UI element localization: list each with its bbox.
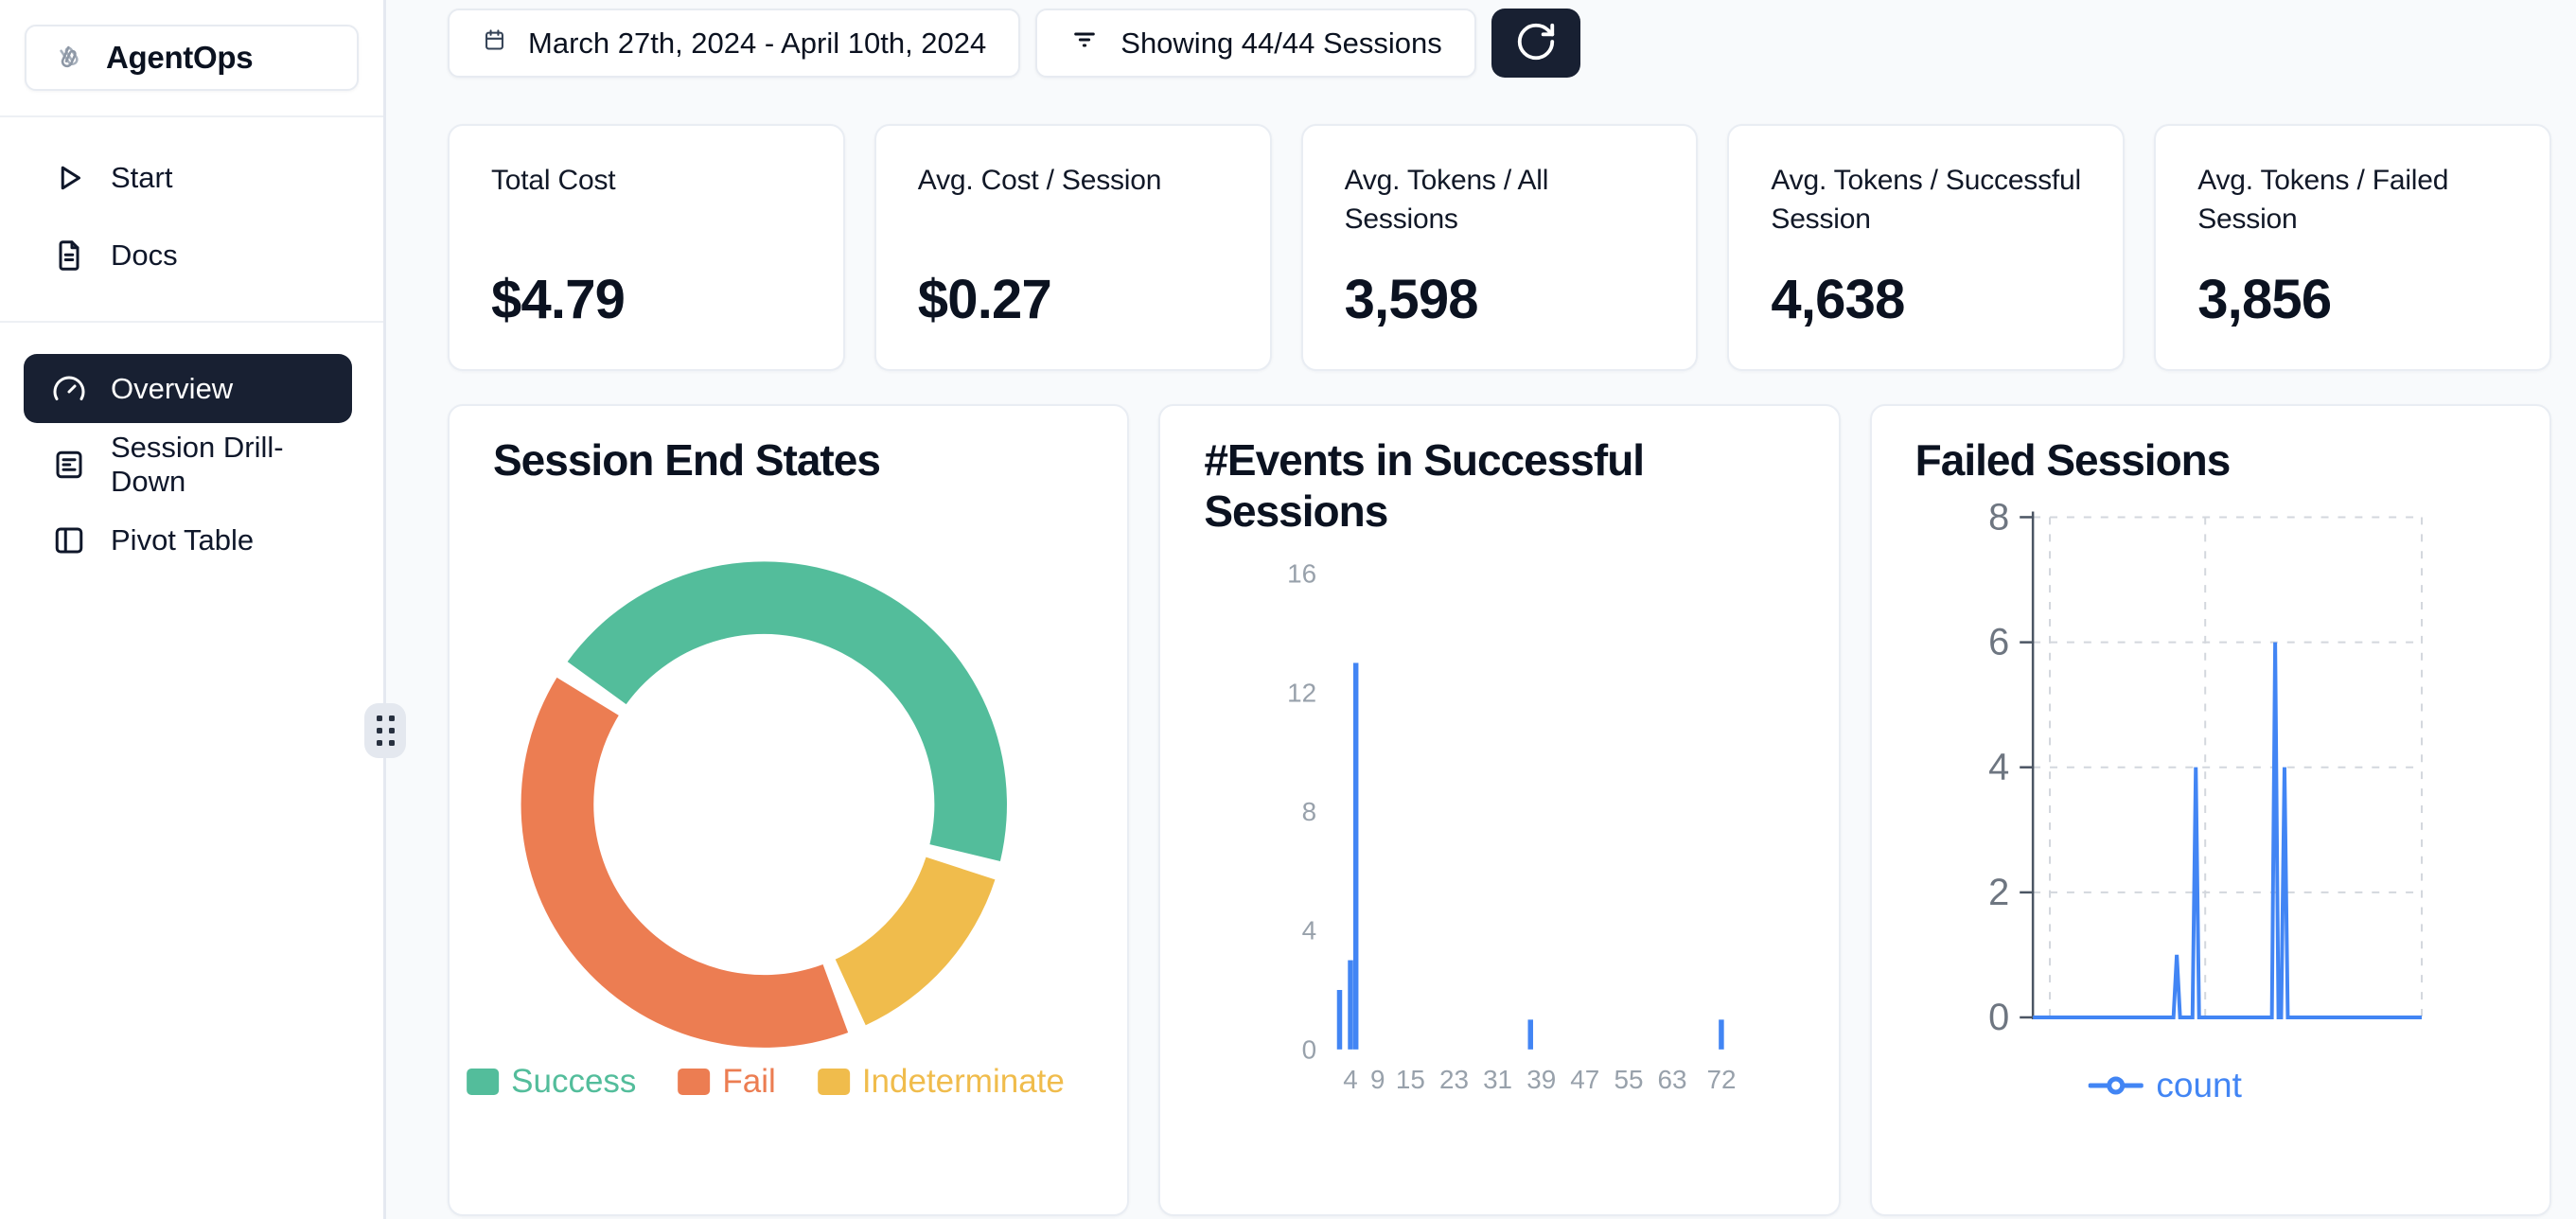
chart-title: Failed Sessions	[1914, 435, 2232, 485]
stat-label: Avg. Tokens / Successful Session	[1771, 165, 2081, 235]
svg-text:0: 0	[1988, 997, 2009, 1038]
sidebar-item-label: Session Drill-Down	[111, 431, 284, 498]
svg-text:6: 6	[1988, 622, 2009, 663]
document-icon	[52, 238, 86, 273]
date-range-button[interactable]: March 27th, 2024 - April 10th, 2024	[448, 9, 1021, 78]
filter-icon	[1069, 25, 1100, 62]
svg-text:72: 72	[1707, 1065, 1737, 1094]
main-content: March 27th, 2024 - April 10th, 2024 Show…	[386, 0, 2576, 1219]
svg-text:0: 0	[1302, 1034, 1316, 1064]
failed-sessions-card: Failed Sessions 0 2 4 6 8 count	[1869, 404, 2551, 1216]
line-marker-icon	[2088, 1076, 2144, 1095]
sidebar-divider	[0, 321, 383, 323]
chart-title: #Events in Successful Sessions	[1204, 435, 1645, 537]
sidebar-nav-secondary: Overview Session Drill-Down Pivot Table	[0, 323, 383, 574]
sidebar-item-pivot-table[interactable]: Pivot Table	[24, 506, 352, 574]
stat-value: $4.79	[491, 269, 626, 330]
stat-card: Avg. Tokens / All Sessions 3,598	[1300, 124, 1699, 371]
sidebar-item-session-drill-down[interactable]: Session Drill-Down	[24, 431, 352, 499]
legend-swatch	[817, 1069, 850, 1095]
svg-text:55: 55	[1614, 1065, 1644, 1094]
sidebar-item-label: Docs	[111, 238, 178, 272]
play-icon	[52, 161, 86, 195]
events-in-successful-sessions-card: #Events in Successful Sessions 0 4 8 12 16 4 9…	[1158, 404, 1841, 1216]
svg-text:15: 15	[1396, 1065, 1425, 1094]
stat-label: Total Cost	[491, 165, 616, 196]
gauge-icon	[52, 372, 86, 406]
calendar-icon	[482, 26, 507, 61]
chart-title: Session End States	[493, 435, 881, 485]
document-lines-icon	[52, 448, 86, 482]
stat-value: 3,856	[2197, 269, 2332, 330]
brand-logo[interactable]: AgentOps	[25, 25, 359, 91]
date-range-label: March 27th, 2024 - April 10th, 2024	[528, 26, 987, 60]
svg-text:9: 9	[1370, 1065, 1385, 1094]
stat-label: Avg. Cost / Session	[917, 165, 1162, 196]
stat-card: Avg. Cost / Session $0.27	[873, 124, 1272, 371]
legend-label: count	[2156, 1066, 2242, 1104]
legend-label: Indeterminate	[861, 1063, 1065, 1100]
line-legend[interactable]: count	[2088, 1066, 2242, 1105]
svg-text:47: 47	[1571, 1065, 1600, 1094]
session-end-states-donut	[520, 561, 1007, 1048]
svg-text:16: 16	[1287, 559, 1316, 589]
stats-row: Total Cost $4.79 Avg. Cost / Session $0.…	[448, 124, 2551, 371]
svg-text:63: 63	[1658, 1065, 1687, 1094]
legend-item-success[interactable]: Success	[467, 1063, 636, 1101]
stat-value: 3,598	[1344, 269, 1479, 330]
legend-swatch	[467, 1069, 500, 1095]
panel-left-icon	[52, 523, 86, 557]
paperclip-logo-icon	[53, 41, 87, 75]
svg-text:4: 4	[1988, 747, 2009, 788]
stat-label: Avg. Tokens / All Sessions	[1344, 165, 1549, 235]
legend-item-indeterminate[interactable]: Indeterminate	[817, 1063, 1065, 1101]
stat-card: Total Cost $4.79	[448, 124, 845, 371]
sessions-filter-button[interactable]: Showing 44/44 Sessions	[1035, 9, 1476, 78]
refresh-button[interactable]	[1491, 9, 1580, 78]
refresh-icon	[1514, 20, 1558, 66]
sidebar-item-overview[interactable]: Overview	[24, 354, 352, 423]
legend-swatch	[678, 1069, 711, 1095]
sidebar-item-docs[interactable]: Docs	[24, 221, 352, 290]
legend-item-fail[interactable]: Fail	[678, 1063, 776, 1101]
stat-value: $0.27	[917, 269, 1052, 330]
sidebar-item-start[interactable]: Start	[24, 144, 352, 212]
sidebar: AgentOps Start Docs	[0, 0, 406, 1219]
svg-text:4: 4	[1344, 1065, 1358, 1094]
sidebar-item-label: Pivot Table	[111, 523, 255, 556]
charts-row: Session End States Success Fail Indetermin…	[448, 404, 2551, 1216]
stat-card: Avg. Tokens / Successful Session 4,638	[1727, 124, 2126, 371]
svg-text:31: 31	[1483, 1065, 1512, 1094]
svg-text:23: 23	[1439, 1065, 1469, 1094]
failed-sessions-line-chart: 0 2 4 6 8	[1988, 496, 2423, 1038]
stat-card: Avg. Tokens / Failed Session 3,856	[2154, 124, 2551, 371]
svg-text:39: 39	[1527, 1065, 1557, 1094]
brand-name: AgentOps	[106, 40, 254, 75]
legend-label: Success	[511, 1063, 637, 1100]
donut-legend: Success Fail Indeterminate	[467, 1063, 1065, 1101]
sidebar-nav-primary: Start Docs	[0, 117, 383, 290]
legend-label: Fail	[722, 1063, 776, 1100]
svg-text:8: 8	[1302, 797, 1316, 826]
svg-text:8: 8	[1988, 496, 2009, 538]
sidebar-item-label: Overview	[111, 371, 234, 405]
stat-label: Avg. Tokens / Failed Session	[2197, 165, 2449, 235]
session-end-states-card: Session End States Success Fail Indetermin…	[448, 404, 1130, 1216]
topbar: March 27th, 2024 - April 10th, 2024 Show…	[448, 9, 2551, 78]
sessions-filter-label: Showing 44/44 Sessions	[1120, 26, 1442, 60]
sidebar-item-label: Start	[111, 161, 173, 194]
svg-text:4: 4	[1302, 916, 1316, 945]
sidebar-resize-handle[interactable]	[364, 703, 406, 758]
sidebar-divider	[0, 115, 383, 117]
svg-text:2: 2	[1988, 872, 2009, 913]
svg-text:12: 12	[1287, 678, 1316, 707]
stat-value: 4,638	[1771, 269, 1905, 330]
grip-dots-icon	[376, 716, 395, 746]
